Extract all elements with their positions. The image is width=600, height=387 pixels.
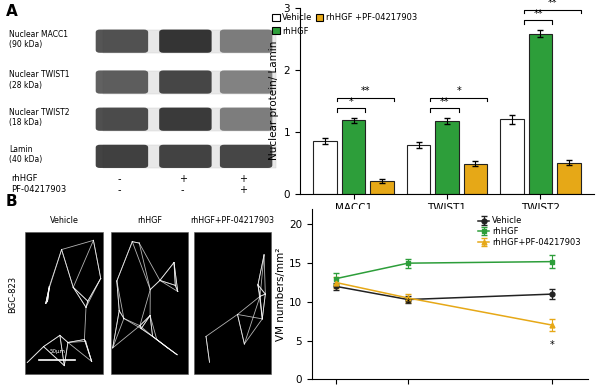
FancyBboxPatch shape	[103, 108, 277, 131]
FancyBboxPatch shape	[103, 70, 277, 94]
Text: *: *	[457, 86, 461, 96]
Bar	[464, 164, 487, 194]
FancyBboxPatch shape	[96, 145, 148, 168]
Text: B: B	[6, 194, 17, 209]
Text: PF-04217903: PF-04217903	[11, 185, 67, 194]
Bar	[407, 145, 430, 194]
FancyBboxPatch shape	[220, 29, 272, 53]
Legend: Vehicle, rhHGF, rhHGF+PF-04217903: Vehicle, rhHGF, rhHGF+PF-04217903	[475, 213, 584, 250]
Text: rhHGF+PF-04217903: rhHGF+PF-04217903	[190, 216, 274, 225]
Text: -: -	[118, 174, 121, 184]
Text: Nuclear TWIST2
(18 kDa): Nuclear TWIST2 (18 kDa)	[9, 108, 69, 127]
FancyBboxPatch shape	[159, 70, 212, 94]
FancyBboxPatch shape	[220, 70, 272, 94]
Text: +: +	[239, 174, 247, 184]
FancyBboxPatch shape	[159, 29, 212, 53]
Bar	[529, 34, 552, 194]
Text: **: **	[548, 0, 557, 9]
FancyBboxPatch shape	[96, 29, 148, 53]
Text: Vehicle: Vehicle	[50, 216, 79, 225]
Bar	[370, 181, 394, 194]
FancyBboxPatch shape	[111, 232, 188, 374]
Text: A: A	[6, 4, 18, 19]
Bar	[435, 121, 459, 194]
Text: -: -	[118, 185, 121, 195]
Bar	[557, 163, 581, 194]
Y-axis label: VM numbers/mm²: VM numbers/mm²	[276, 247, 286, 341]
FancyBboxPatch shape	[159, 145, 212, 168]
Text: **: **	[361, 86, 370, 96]
FancyBboxPatch shape	[96, 70, 148, 94]
Text: *: *	[406, 298, 410, 308]
FancyBboxPatch shape	[96, 108, 148, 131]
FancyBboxPatch shape	[159, 108, 212, 131]
Text: rhHGF: rhHGF	[137, 216, 162, 225]
FancyBboxPatch shape	[25, 232, 103, 374]
Text: Lamin
(40 kDa): Lamin (40 kDa)	[9, 145, 42, 164]
FancyBboxPatch shape	[103, 30, 277, 53]
Text: *: *	[349, 97, 353, 107]
FancyBboxPatch shape	[220, 108, 272, 131]
Text: Nuclear MACC1
(90 kDa): Nuclear MACC1 (90 kDa)	[9, 30, 68, 49]
Text: +: +	[179, 174, 187, 184]
Bar	[342, 120, 365, 194]
Text: **: **	[440, 97, 449, 107]
Text: **: **	[533, 9, 543, 19]
Text: *: *	[550, 340, 554, 350]
Text: +: +	[239, 185, 247, 195]
Text: rhHGF: rhHGF	[11, 174, 38, 183]
Text: 50μm: 50μm	[49, 349, 65, 354]
FancyBboxPatch shape	[220, 145, 272, 168]
Y-axis label: Nuclear protein/ Lamin: Nuclear protein/ Lamin	[269, 41, 280, 160]
Text: -: -	[181, 185, 184, 195]
Bar	[500, 119, 524, 194]
FancyBboxPatch shape	[194, 232, 271, 374]
Legend: Vehicle, rhHGF, rhHGF +PF-04217903: Vehicle, rhHGF, rhHGF +PF-04217903	[269, 10, 421, 39]
Text: Nuclear TWIST1
(28 kDa): Nuclear TWIST1 (28 kDa)	[9, 70, 69, 90]
Text: BGC-823: BGC-823	[8, 276, 17, 313]
FancyBboxPatch shape	[103, 145, 277, 168]
Bar	[313, 141, 337, 194]
